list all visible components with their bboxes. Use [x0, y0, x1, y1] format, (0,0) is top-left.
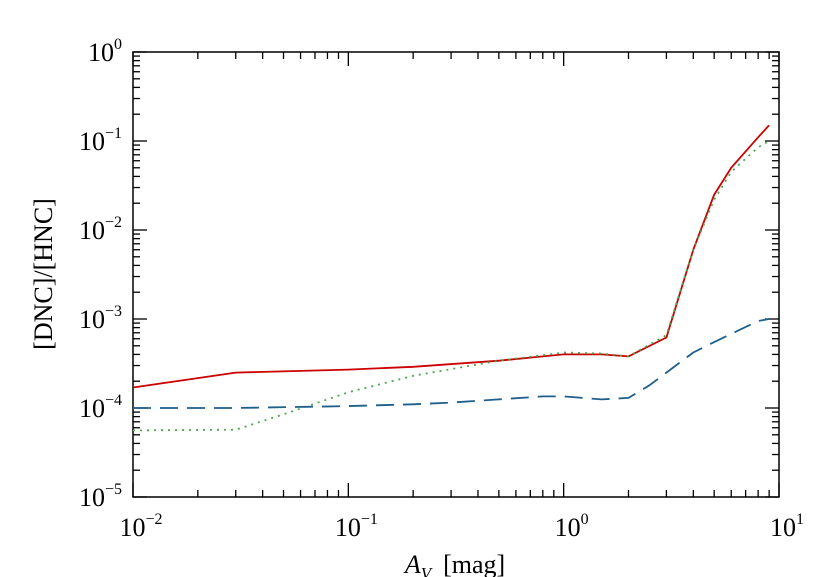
series-line-solid: [132, 124, 770, 389]
y-tick-label: 10−5: [79, 481, 122, 512]
y-tick-label: 100: [88, 36, 122, 67]
y-tick-label: 10−3: [79, 303, 122, 334]
y-tick-label: 10−2: [79, 214, 122, 245]
x-axis-label-unit: [mag]: [443, 550, 505, 577]
series-layer: [132, 124, 770, 432]
x-tick-label: 101: [770, 511, 804, 542]
x-axis-label: AV [mag]: [403, 550, 505, 577]
tick-labels: 10−2 10−1 100 101 10−5 10−4 10−3 10−2 10−1 100: [79, 36, 804, 542]
series-line-dotted: [132, 140, 770, 432]
y-tick-label: 10−4: [79, 392, 122, 423]
x-tick-label: 100: [555, 511, 589, 542]
x-tick-label: 10−2: [119, 511, 162, 542]
x-axis-label-subscript: V: [421, 564, 434, 577]
series-line-dashed: [133, 318, 770, 409]
x-tick-label: 10−1: [335, 511, 378, 542]
x-axis-label-symbol: A: [403, 550, 421, 577]
axis-ticks: [132, 51, 780, 498]
y-axis-label: [DNC]/[HNC]: [29, 198, 58, 350]
plot-frame: [132, 51, 780, 498]
y-tick-label: 10−1: [79, 125, 122, 156]
